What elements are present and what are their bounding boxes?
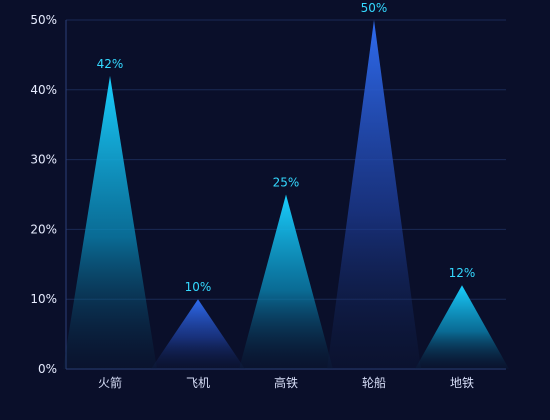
- y-tick-label: 50%: [30, 13, 57, 27]
- x-tick-label: 火箭: [98, 375, 122, 390]
- data-labels: 42% 10% 25% 50% 12%: [97, 1, 476, 294]
- bar-飞机: [151, 299, 245, 369]
- y-tick-label: 30%: [30, 153, 57, 167]
- bar-火箭: [63, 75, 157, 369]
- y-tick-label: 0%: [38, 362, 57, 376]
- data-label: 12%: [449, 266, 476, 280]
- bar-高铁: [239, 194, 333, 369]
- bars: [63, 20, 509, 369]
- x-tick-label: 地铁: [450, 376, 474, 390]
- grid: [66, 19, 506, 300]
- x-tick-label: 飞机: [186, 376, 210, 390]
- bar-地铁: [415, 285, 509, 369]
- data-label: 42%: [97, 57, 124, 71]
- y-tick-label: 20%: [30, 222, 57, 236]
- y-tick-label: 40%: [30, 83, 57, 97]
- data-label: 50%: [361, 1, 388, 15]
- x-tick-label: 轮船: [362, 376, 386, 390]
- data-label: 10%: [185, 280, 212, 294]
- data-label: 25%: [273, 176, 300, 190]
- x-tick-label: 高铁: [274, 375, 298, 390]
- y-tick-label: 10%: [30, 292, 57, 306]
- bar-轮船: [327, 20, 421, 369]
